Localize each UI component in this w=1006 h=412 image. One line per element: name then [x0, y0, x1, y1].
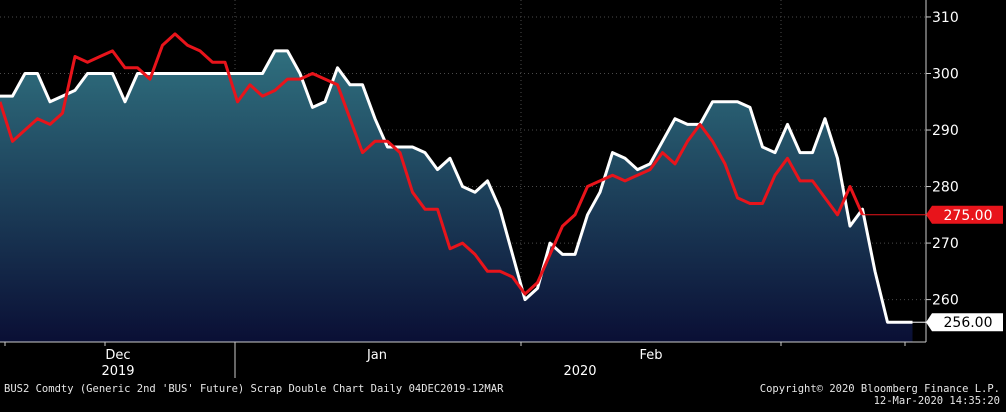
y-axis: 260 270 280 290 300 310	[926, 10, 959, 309]
red-last-value-label: 275.00	[944, 208, 993, 224]
last-value-labels: 275.00 256.00	[862, 205, 1003, 332]
x-axis: Dec Jan Feb 2019 2020	[4, 342, 906, 379]
x-month-label: Feb	[639, 348, 662, 363]
white-last-value-badge	[926, 313, 1003, 332]
x-year-label: 2019	[101, 364, 134, 379]
y-tick-label: 310	[932, 10, 959, 26]
y-tick-label: 270	[932, 236, 959, 252]
copyright-block: Copyright© 2020 Bloomberg Finance L.P. 1…	[760, 383, 1000, 407]
white-series-area	[0, 50, 913, 343]
y-tick-label: 280	[932, 180, 959, 196]
y-tick-label: 300	[932, 66, 959, 82]
timestamp-text: 12-Mar-2020 14:35:20	[873, 395, 1000, 407]
x-month-label: Dec	[105, 348, 130, 363]
red-series-line	[0, 32, 864, 296]
chart-description: BUS2 Comdty (Generic 2nd 'BUS' Future) S…	[4, 383, 504, 395]
y-tick-label: 290	[932, 123, 959, 139]
x-year-label: 2020	[563, 364, 596, 379]
y-tick-label: 260	[932, 293, 959, 309]
x-month-label: Jan	[366, 348, 387, 363]
white-last-value-label: 256.00	[944, 315, 993, 331]
red-last-value-badge	[926, 205, 1003, 224]
copyright-text: Copyright© 2020 Bloomberg Finance L.P.	[759, 383, 1000, 395]
